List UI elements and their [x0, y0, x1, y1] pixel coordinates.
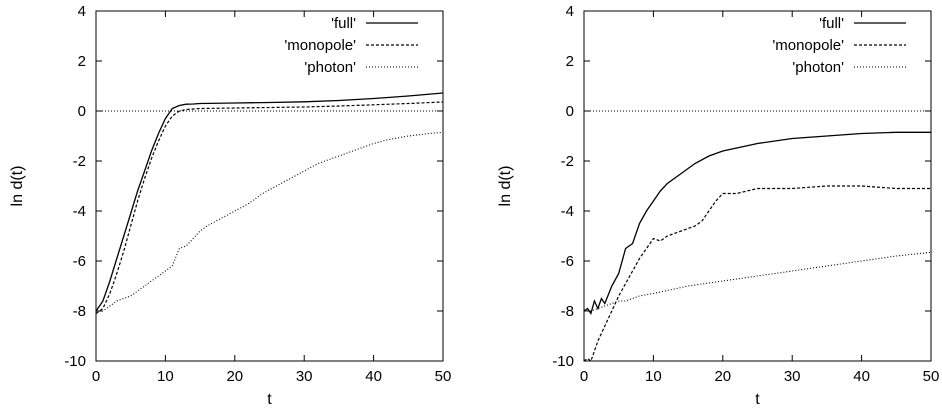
series-line-photon: [584, 251, 932, 312]
legend-label-photon: 'photon': [304, 59, 356, 76]
y-tick-label: 4: [78, 3, 86, 20]
y-tick-label: -2: [73, 153, 86, 170]
x-axis-label-right: t: [755, 391, 760, 408]
chart-panel-left: 0 10 20 30 40 50 -10 -8 -6 -4 -2 0 2 4 t ln d(t) 'fu…: [9, 3, 451, 408]
x-tick-label: 30: [784, 368, 801, 385]
series-line-monopole: [583, 185, 931, 362]
y-tick-label: -4: [561, 203, 574, 220]
legend-left: 'full' 'monopole' 'photon': [284, 15, 418, 76]
y-tick-label: 2: [566, 53, 574, 70]
y-tick-label: -6: [561, 253, 574, 270]
y-tick-label: 2: [78, 53, 86, 70]
x-tick-label: 40: [853, 368, 870, 385]
y-ticks-left: -10 -8 -6 -4 -2 0 2 4: [64, 3, 443, 370]
y-tick-label: -6: [73, 253, 86, 270]
x-tick-label: 20: [226, 368, 243, 385]
x-tick-label: 40: [365, 368, 382, 385]
series-line-full: [95, 92, 444, 312]
legend-label-monopole: 'monopole': [284, 37, 356, 54]
y-tick-label: -10: [552, 353, 574, 370]
x-tick-label: 50: [923, 368, 940, 385]
y-axis-label-left: ln d(t): [9, 166, 26, 207]
legend-right: 'full' 'monopole' 'photon': [772, 15, 906, 76]
x-ticks-left: 0 10 20 30 40 50: [92, 11, 452, 385]
y-axis-label-right: ln d(t): [497, 166, 514, 207]
series-right: [583, 131, 932, 362]
chart-panel-right: 0 10 20 30 40 50 -10 -8 -6 -4 -2 0 2 4 t ln d(t) 'fu…: [497, 3, 939, 408]
x-tick-label: 50: [435, 368, 452, 385]
y-tick-label: -8: [561, 303, 574, 320]
series-left: [95, 92, 444, 314]
series-line-monopole: [95, 101, 444, 314]
plot-frame-right: [583, 10, 932, 362]
legend-label-photon: 'photon': [792, 59, 844, 76]
x-tick-label: 20: [714, 368, 731, 385]
y-tick-label: -4: [73, 203, 86, 220]
plot-frame-left: [95, 10, 444, 362]
x-axis-label-left: t: [267, 391, 272, 408]
y-tick-label: 0: [78, 103, 86, 120]
y-tick-label: -8: [73, 303, 86, 320]
x-tick-label: 10: [157, 368, 174, 385]
y-tick-label: -2: [561, 153, 574, 170]
y-ticks-right: -10 -8 -6 -4 -2 0 2 4: [552, 3, 931, 370]
x-tick-label: 30: [296, 368, 313, 385]
series-line-full: [583, 131, 931, 316]
x-tick-label: 0: [580, 368, 588, 385]
x-ticks-right: 0 10 20 30 40 50: [580, 11, 940, 385]
y-tick-label: -10: [64, 353, 86, 370]
y-tick-label: 0: [566, 103, 574, 120]
y-tick-label: 4: [566, 3, 574, 20]
x-tick-label: 10: [645, 368, 662, 385]
legend-label-monopole: 'monopole': [772, 37, 844, 54]
x-tick-label: 0: [92, 368, 100, 385]
legend-label-full: 'full': [819, 15, 844, 32]
legend-label-full: 'full': [331, 15, 356, 32]
